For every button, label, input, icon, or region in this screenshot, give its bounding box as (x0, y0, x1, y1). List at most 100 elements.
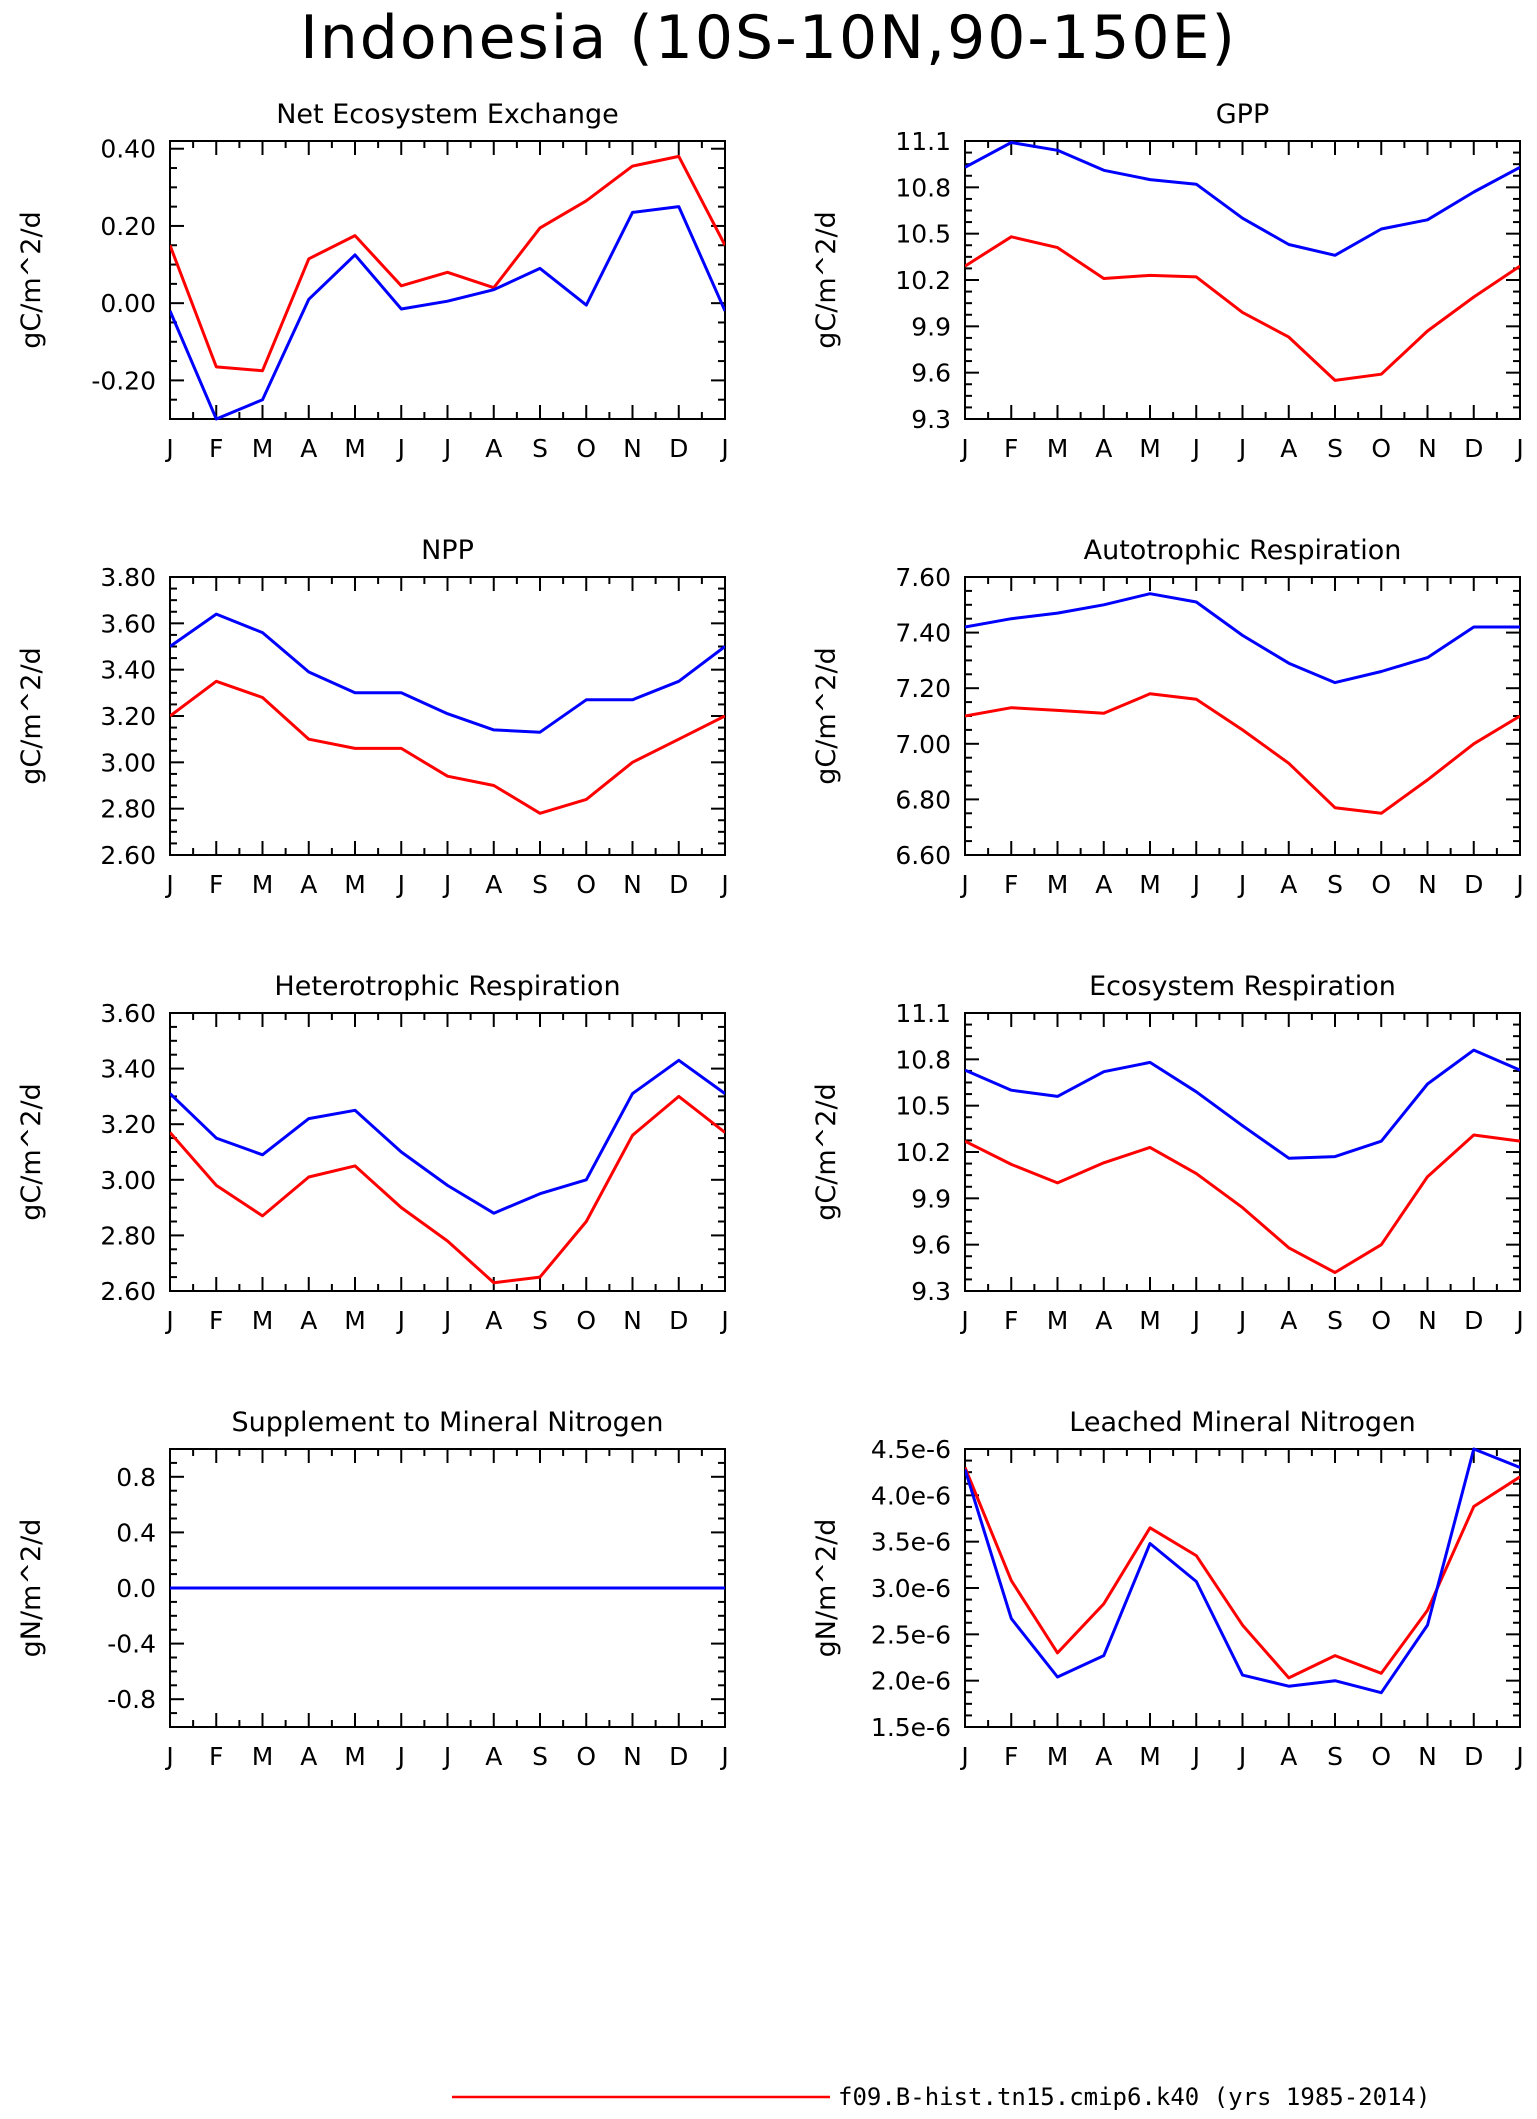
x-tick-label: M (252, 434, 274, 463)
x-tick-label: A (1280, 870, 1297, 899)
y-tick-label: 9.9 (911, 312, 951, 341)
x-tick-label: S (1327, 870, 1343, 899)
x-tick-label: J (1237, 434, 1246, 463)
x-tick-label: N (623, 434, 642, 463)
x-tick-label: M (1139, 434, 1161, 463)
x-tick-label: J (1514, 870, 1523, 899)
x-tick-label: J (1514, 1742, 1523, 1771)
x-tick-label: M (344, 870, 366, 899)
y-tick-label: 10.2 (895, 266, 951, 295)
x-tick-label: S (532, 1742, 548, 1771)
x-tick-label: J (719, 870, 728, 899)
y-tick-label: 0.40 (100, 135, 156, 164)
x-tick-label: M (344, 434, 366, 463)
x-tick-label: J (1237, 870, 1246, 899)
x-tick-label: M (1139, 1742, 1161, 1771)
y-axis-label: gC/m^2/d (16, 1083, 47, 1220)
x-tick-label: A (485, 1306, 502, 1335)
x-tick-label: N (1418, 870, 1437, 899)
x-tick-label: N (623, 870, 642, 899)
x-tick-label: A (1280, 1306, 1297, 1335)
x-tick-label: A (300, 1306, 317, 1335)
x-tick-label: D (669, 870, 688, 899)
y-tick-label: 2.80 (100, 1221, 156, 1250)
x-tick-label: J (1191, 870, 1200, 899)
x-tick-label: J (959, 434, 968, 463)
y-tick-label: 3.80 (100, 563, 156, 592)
y-tick-label: 3.20 (100, 1110, 156, 1139)
x-tick-label: S (532, 1306, 548, 1335)
x-tick-label: A (1095, 1742, 1112, 1771)
y-axis-label: gN/m^2/d (16, 1519, 47, 1658)
plot-frame (964, 1012, 1521, 1292)
x-tick-label: J (442, 1306, 451, 1335)
x-tick-label: S (1327, 434, 1343, 463)
y-tick-label: 0.0 (116, 1574, 156, 1603)
y-tick-label: 10.8 (895, 1045, 951, 1074)
x-tick-label: D (1464, 1742, 1483, 1771)
x-tick-label: J (719, 1742, 728, 1771)
x-tick-label: J (1237, 1306, 1246, 1335)
y-axis-label: gN/m^2/d (811, 1519, 842, 1658)
x-tick-label: O (1371, 1742, 1391, 1771)
series-line-1 (965, 592, 1520, 685)
x-tick-label: S (1327, 1742, 1343, 1771)
panel-title: Heterotrophic Respiration (274, 971, 620, 1002)
series-line-0 (170, 1094, 725, 1285)
x-tick-label: D (1464, 434, 1483, 463)
x-tick-label: M (1047, 1306, 1069, 1335)
x-tick-label: D (669, 434, 688, 463)
y-tick-label: 7.60 (895, 563, 951, 592)
x-tick-label: D (669, 1306, 688, 1335)
panel-6: Supplement to Mineral Nitrogen gN/m^2/d J F… (16, 1407, 729, 1771)
x-tick-label: D (1464, 870, 1483, 899)
y-axis-label: gC/m^2/d (811, 647, 842, 784)
x-tick-label: J (719, 434, 728, 463)
y-axis-label: gC/m^2/d (16, 211, 47, 348)
y-tick-label: 3.60 (100, 609, 156, 638)
x-tick-label: N (623, 1742, 642, 1771)
panel-title: Net Ecosystem Exchange (276, 99, 619, 130)
x-tick-label: O (576, 1306, 596, 1335)
series-line-1 (170, 205, 725, 421)
x-tick-label: A (1095, 1306, 1112, 1335)
x-tick-label: J (1514, 1306, 1523, 1335)
x-tick-label: J (1191, 1306, 1200, 1335)
y-tick-label: 9.3 (911, 405, 951, 434)
x-tick-label: O (1371, 434, 1391, 463)
y-tick-label: 3.40 (100, 1055, 156, 1084)
x-tick-label: J (1237, 1742, 1246, 1771)
x-tick-label: A (485, 870, 502, 899)
y-tick-label: 9.9 (911, 1184, 951, 1213)
x-tick-label: M (344, 1306, 366, 1335)
y-tick-label: 0.00 (100, 289, 156, 318)
x-tick-label: J (1514, 434, 1523, 463)
x-tick-label: M (1047, 870, 1069, 899)
y-tick-label: 3.00 (100, 1166, 156, 1195)
y-tick-label: -0.8 (107, 1685, 156, 1714)
y-tick-label: 4.0e-6 (871, 1481, 951, 1510)
y-tick-label: 9.6 (911, 1231, 951, 1260)
y-tick-label: 2.60 (100, 841, 156, 870)
series-line-1 (170, 612, 725, 734)
y-tick-label: 3.00 (100, 748, 156, 777)
y-tick-label: 10.5 (895, 1092, 951, 1121)
panel-title: GPP (1216, 99, 1270, 130)
x-tick-label: J (164, 1306, 173, 1335)
series-line-0 (965, 1466, 1520, 1680)
y-tick-label: 2.0e-6 (871, 1667, 951, 1696)
panel-title: Autotrophic Respiration (1084, 535, 1402, 566)
y-tick-label: 2.80 (100, 795, 156, 824)
x-tick-label: N (1418, 1742, 1437, 1771)
series-line-1 (965, 141, 1520, 257)
legend-label-case: f09.B-hist.tn15.cmip6.k40 (yrs 1985-2014… (838, 2083, 1430, 2111)
y-axis-label: gC/m^2/d (811, 1083, 842, 1220)
y-tick-label: -0.4 (107, 1630, 156, 1659)
x-tick-label: J (396, 1742, 405, 1771)
x-tick-label: F (1004, 1306, 1018, 1335)
x-tick-label: S (532, 434, 548, 463)
